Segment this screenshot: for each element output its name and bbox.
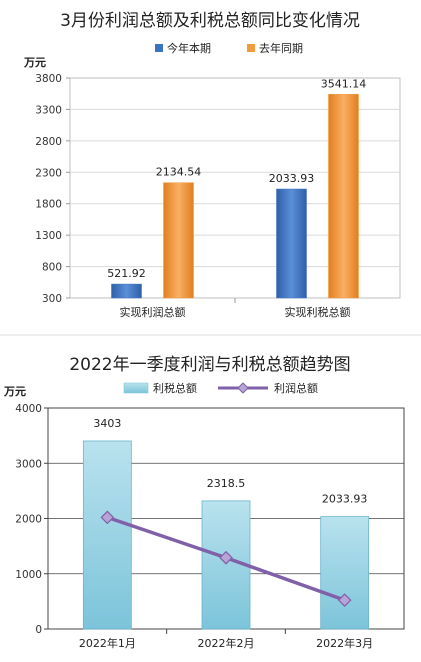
chart2-line-point-2 <box>219 550 233 565</box>
chart1-x-category-label: 实现利润总额 <box>120 305 186 319</box>
chart1-data-label: 2134.54 <box>156 166 202 179</box>
chart1-bar-current-2 <box>276 188 307 299</box>
chart2-data-label: 2033.93 <box>322 493 368 506</box>
chart1-y-tick-label: 2800 <box>35 136 62 148</box>
chart2-data-label: 2318.5 <box>207 477 246 490</box>
chart1-bar-current-1 <box>111 283 142 299</box>
chart1-y-tick-label: 1800 <box>35 199 62 211</box>
chart2-x-category-label: 2022年3月 <box>316 636 373 650</box>
chart2-line-point-1 <box>100 510 115 525</box>
chart1-bar-prior-2 <box>328 94 359 299</box>
chart2-title: 2022年一季度利润与利税总额趋势图 <box>69 355 350 375</box>
chart1-legend-swatch-1 <box>155 44 163 52</box>
chart1-unit-label: 万元 <box>23 56 46 69</box>
chart1-y-tick-label: 800 <box>42 262 62 274</box>
chart1-y-tick-label: 300 <box>42 293 62 305</box>
chart1-data-label: 521.92 <box>107 267 146 280</box>
chart2-x-category-label: 2022年1月 <box>79 636 136 650</box>
chart2-line-point-3 <box>337 593 352 608</box>
chart2-data-label: 3403 <box>93 417 121 430</box>
chart1-bar-prior-1 <box>163 182 194 299</box>
chart2-legend-marker <box>237 382 249 394</box>
chart2-y-tick-label: 3000 <box>15 458 42 470</box>
chart1-y-tick-label: 2300 <box>35 167 62 179</box>
chart1-legend-label-1: 今年本期 <box>167 41 211 55</box>
chart1-data-label: 2033.93 <box>269 172 315 185</box>
chart1-y-tick-label: 3800 <box>35 73 62 85</box>
chart1-legend-label-2: 去年同期 <box>259 41 303 55</box>
chart2-y-tick-label: 1000 <box>15 569 42 581</box>
chart1-y-tick-label: 3300 <box>35 104 62 116</box>
chart1-title: 3月份利润总额及利税总额同比变化情况 <box>60 11 360 31</box>
chart1-legend-swatch-2 <box>247 44 255 52</box>
chart1-y-tick-label: 1300 <box>35 230 62 242</box>
chart2-y-tick-label: 2000 <box>15 514 42 526</box>
chart2-legend-label-bar: 利税总额 <box>153 381 197 395</box>
chart1-data-label: 3541.14 <box>321 77 367 90</box>
chart2-y-tick-label: 4000 <box>15 403 42 415</box>
chart2-bar-1 <box>82 440 132 630</box>
chart2-unit-label: 万元 <box>3 385 26 398</box>
chart2-legend-swatch-bar <box>123 382 149 394</box>
chart2-y-tick-label: 0 <box>35 624 42 636</box>
chart2-bar-3 <box>320 516 370 630</box>
chart1-x-category-label: 实现利税总额 <box>285 305 351 319</box>
chart2-legend-label-line: 利润总额 <box>274 381 318 395</box>
chart2-x-category-label: 2022年2月 <box>198 636 255 650</box>
